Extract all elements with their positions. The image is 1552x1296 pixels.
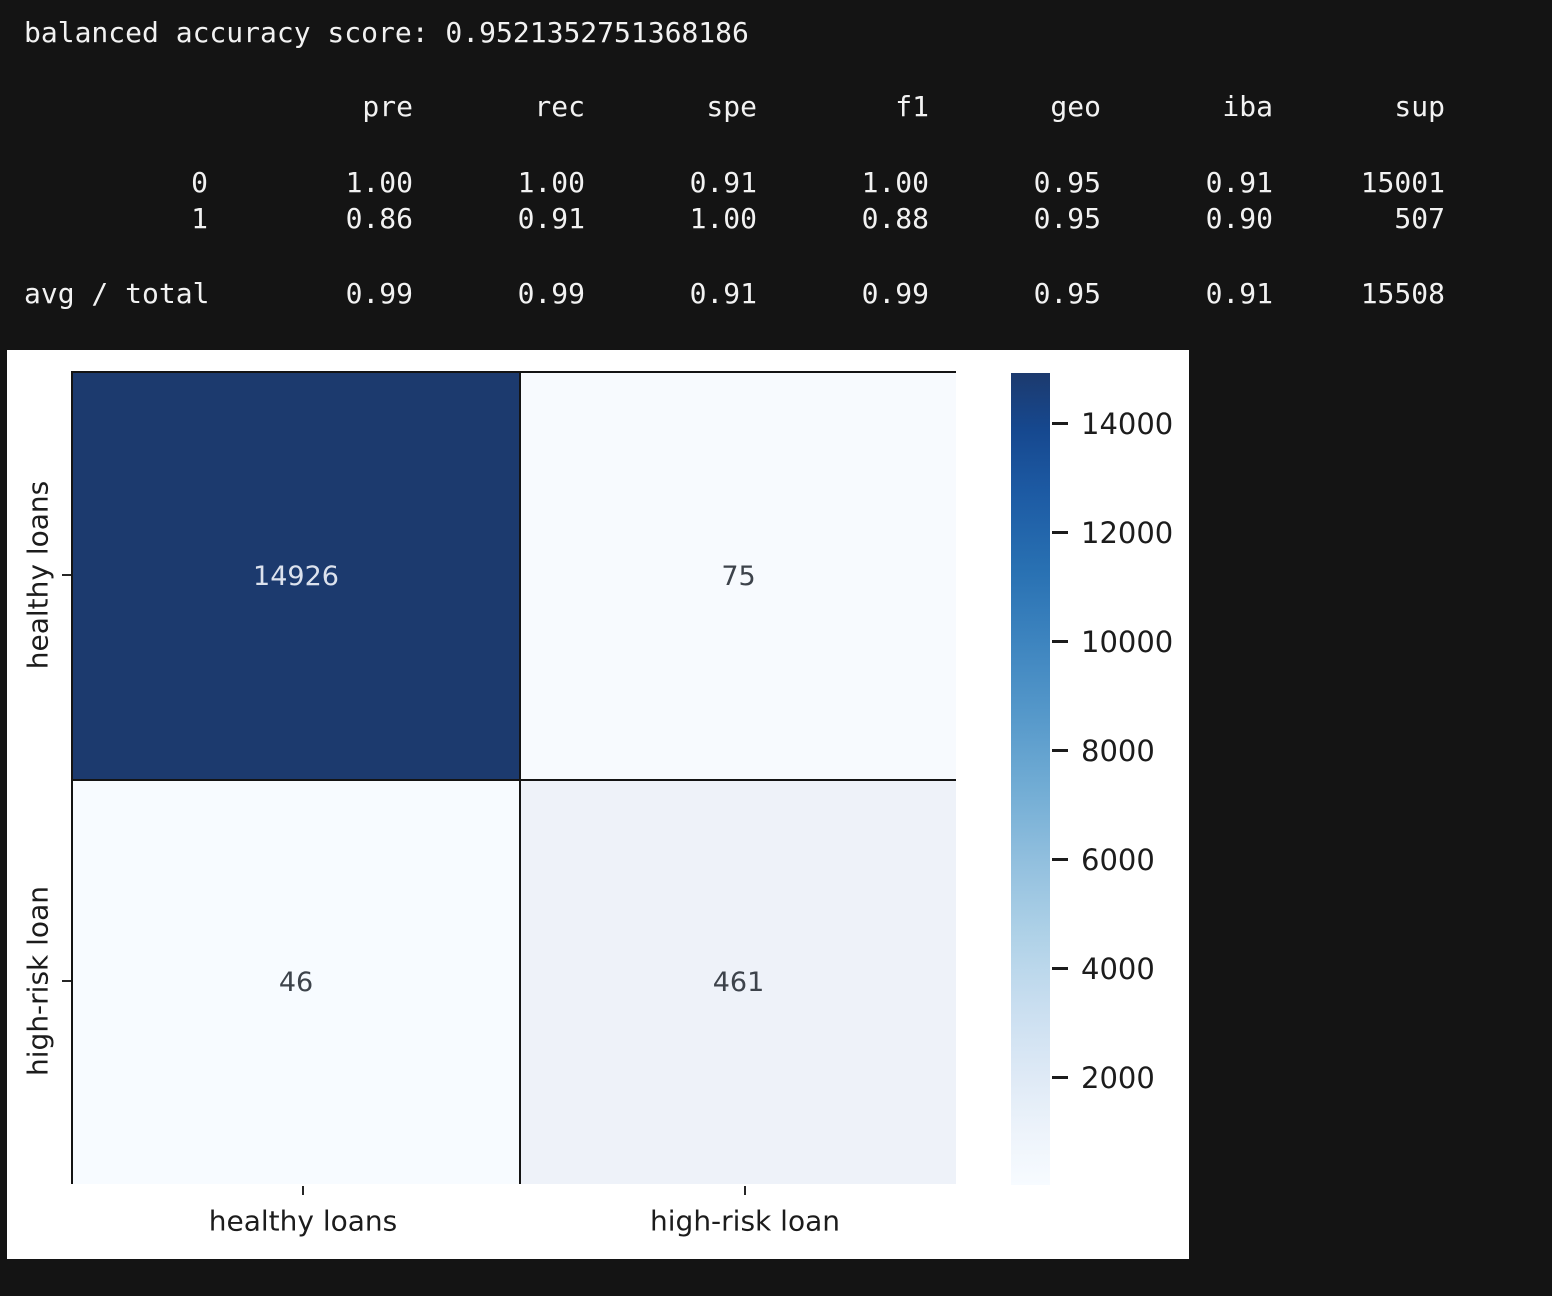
- report-value: 0.95: [1033, 277, 1101, 310]
- colorbar-tick-label: 4000: [1081, 952, 1155, 986]
- report-value: 15508: [1360, 277, 1445, 310]
- balanced-accuracy-line: balanced accuracy score: 0.9521352751368…: [24, 16, 749, 49]
- report-header-iba: iba: [1222, 90, 1273, 123]
- confusion-matrix-figure: 14926 75 46 461 healthy loans high-risk …: [7, 350, 1189, 1259]
- report-value: 0.90: [1205, 202, 1273, 235]
- report-value: 0.88: [861, 202, 929, 235]
- colorbar-tick-label: 6000: [1081, 843, 1155, 877]
- report-value: 0.91: [517, 202, 585, 235]
- classification-report-output: balanced accuracy score: 0.9521352751368…: [24, 16, 1445, 311]
- x-axis-tick: [302, 1186, 304, 1195]
- colorbar-tick: [1052, 640, 1068, 643]
- report-value: 1.00: [861, 166, 929, 199]
- report-header-rec: rec: [534, 90, 585, 123]
- report-value: 0.91: [689, 277, 757, 310]
- heatmap-cell-true-positive: 461: [521, 781, 956, 1184]
- report-value: 0.99: [861, 277, 929, 310]
- y-axis-tick: [62, 574, 71, 576]
- report-value: 507: [1394, 202, 1445, 235]
- report-value: 0.99: [345, 277, 413, 310]
- colorbar-gradient: [1011, 373, 1050, 1185]
- colorbar-tick-label: 10000: [1081, 625, 1174, 659]
- x-axis-tick: [744, 1186, 746, 1195]
- report-value: 1.00: [689, 202, 757, 235]
- heatmap-cell-false-negative: 46: [73, 781, 519, 1184]
- report-value: 1.00: [345, 166, 413, 199]
- report-header-pre: pre: [362, 90, 413, 123]
- report-header-f1: f1: [895, 90, 929, 123]
- report-value: 15001: [1360, 166, 1445, 199]
- colorbar-tick: [1052, 422, 1068, 425]
- colorbar-tick: [1052, 967, 1068, 970]
- report-value: 0.99: [517, 277, 585, 310]
- colorbar-tick-label: 2000: [1081, 1061, 1155, 1095]
- report-row-label: 1: [191, 202, 208, 235]
- report-header-geo: geo: [1050, 90, 1101, 123]
- colorbar-tick: [1052, 1076, 1068, 1079]
- heatmap-cell-false-positive: 75: [521, 373, 956, 779]
- confusion-matrix-heatmap: 14926 75 46 461: [71, 371, 956, 1184]
- report-value: 0.95: [1033, 166, 1101, 199]
- x-axis-label-healthy-loans: healthy loans: [208, 1204, 398, 1238]
- report-row-label: 0: [191, 166, 208, 199]
- report-value: 0.86: [345, 202, 413, 235]
- heatmap-cell-true-negative: 14926: [73, 373, 519, 779]
- report-value: 1.00: [517, 166, 585, 199]
- report-row-label: avg / total: [24, 277, 210, 310]
- report-header-spe: spe: [706, 90, 757, 123]
- report-header-spacer: [24, 90, 208, 124]
- report-row-avg-total: avg / total 0.99 0.99 0.91 0.99 0.95 0.9…: [24, 277, 1445, 311]
- y-axis-tick: [62, 980, 71, 982]
- report-value: 0.95: [1033, 202, 1101, 235]
- colorbar-tick-label: 8000: [1081, 734, 1155, 768]
- report-value: 0.91: [1205, 166, 1273, 199]
- colorbar-tick: [1052, 858, 1068, 861]
- y-axis-label-high-risk-loan: high-risk loan: [21, 886, 55, 1076]
- report-value: 0.91: [689, 166, 757, 199]
- x-axis-label-high-risk-loan: high-risk loan: [650, 1204, 840, 1238]
- report-header-row: pre rec spe f1 geo iba sup: [24, 90, 1445, 124]
- report-header-sup: sup: [1394, 90, 1445, 123]
- y-axis-label-healthy-loans: healthy loans: [21, 480, 55, 670]
- colorbar-tick-label: 12000: [1081, 516, 1174, 550]
- colorbar-tick: [1052, 531, 1068, 534]
- report-row-class-0: 0 1.00 1.00 0.91 1.00 0.95 0.91 15001: [24, 166, 1445, 200]
- colorbar-tick: [1052, 749, 1068, 752]
- report-value: 0.91: [1205, 277, 1273, 310]
- colorbar-tick-label: 14000: [1081, 407, 1174, 441]
- report-row-class-1: 1 0.86 0.91 1.00 0.88 0.95 0.90 507: [24, 202, 1445, 236]
